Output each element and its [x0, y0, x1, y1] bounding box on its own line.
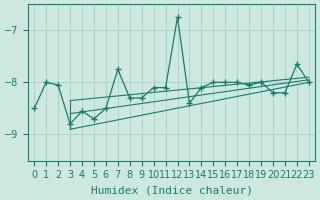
- X-axis label: Humidex (Indice chaleur): Humidex (Indice chaleur): [91, 186, 252, 196]
